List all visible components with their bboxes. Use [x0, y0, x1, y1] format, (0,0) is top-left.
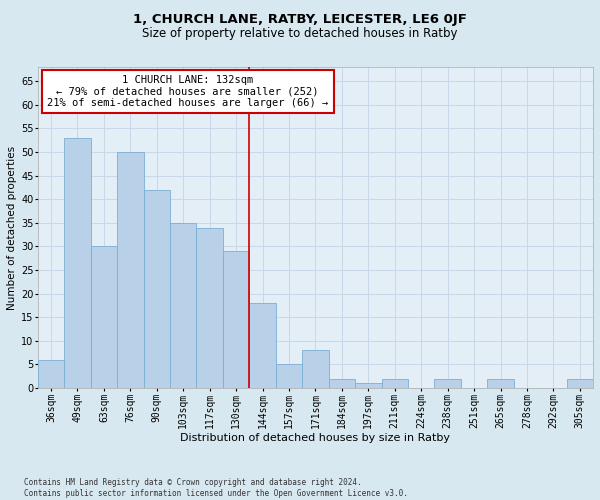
Bar	[566, 378, 593, 388]
Bar	[302, 350, 329, 388]
Bar	[91, 246, 117, 388]
Bar	[355, 384, 382, 388]
Bar	[117, 152, 143, 388]
Text: Contains HM Land Registry data © Crown copyright and database right 2024.
Contai: Contains HM Land Registry data © Crown c…	[24, 478, 408, 498]
Text: 1 CHURCH LANE: 132sqm
← 79% of detached houses are smaller (252)
21% of semi-det: 1 CHURCH LANE: 132sqm ← 79% of detached …	[47, 75, 328, 108]
Bar	[64, 138, 91, 388]
Text: Size of property relative to detached houses in Ratby: Size of property relative to detached ho…	[142, 28, 458, 40]
Bar	[143, 190, 170, 388]
Bar	[329, 378, 355, 388]
Bar	[434, 378, 461, 388]
Text: 1, CHURCH LANE, RATBY, LEICESTER, LE6 0JF: 1, CHURCH LANE, RATBY, LEICESTER, LE6 0J…	[133, 12, 467, 26]
Bar	[38, 360, 64, 388]
Bar	[276, 364, 302, 388]
X-axis label: Distribution of detached houses by size in Ratby: Distribution of detached houses by size …	[181, 433, 451, 443]
Bar	[250, 303, 276, 388]
Bar	[170, 223, 196, 388]
Y-axis label: Number of detached properties: Number of detached properties	[7, 146, 17, 310]
Bar	[487, 378, 514, 388]
Bar	[196, 228, 223, 388]
Bar	[382, 378, 408, 388]
Bar	[223, 251, 250, 388]
